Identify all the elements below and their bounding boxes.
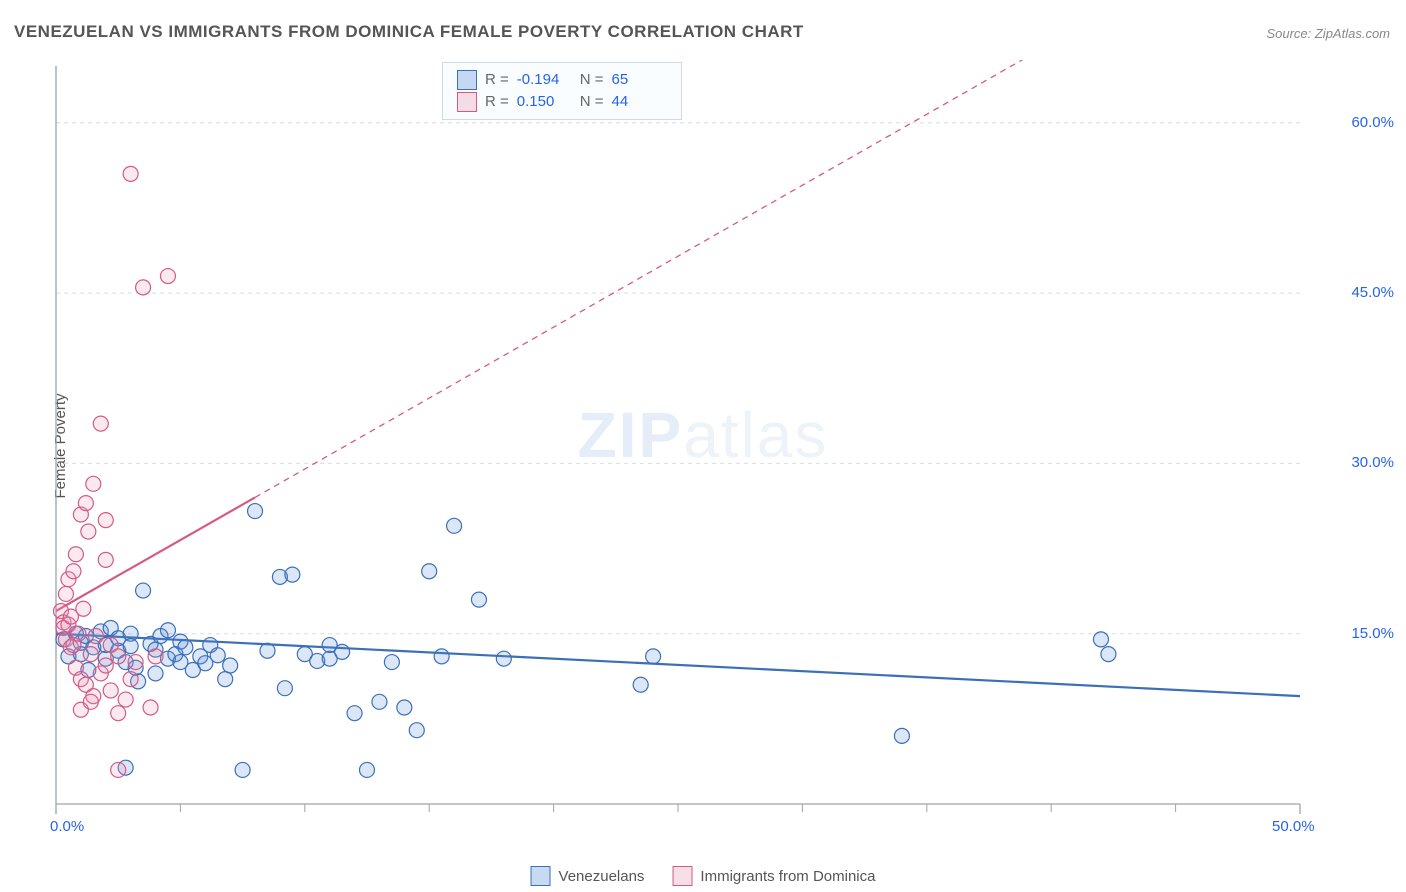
x-tick-label: 0.0% (50, 818, 84, 835)
r-label: R = (485, 69, 509, 91)
r-label: R = (485, 91, 509, 113)
n-value-0: 65 (612, 69, 667, 91)
legend-stats-row-0: R = -0.194 N = 65 (457, 69, 667, 91)
legend-stats-box: R = -0.194 N = 65 R = 0.150 N = 44 (442, 62, 682, 120)
swatch-venezuelans (457, 70, 477, 90)
r-value-0: -0.194 (517, 69, 572, 91)
n-label: N = (580, 91, 604, 113)
x-tick-label: 50.0% (1272, 818, 1315, 835)
swatch-dominica-icon (672, 866, 692, 886)
legend-label-1: Immigrants from Dominica (700, 868, 875, 885)
plot-area (50, 60, 1360, 840)
scatter-chart (50, 60, 1360, 840)
legend-series: Venezuelans Immigrants from Dominica (531, 866, 876, 886)
legend-label-0: Venezuelans (559, 868, 645, 885)
legend-item-dominica: Immigrants from Dominica (672, 866, 875, 886)
legend-stats-row-1: R = 0.150 N = 44 (457, 91, 667, 113)
swatch-venezuelans-icon (531, 866, 551, 886)
source-label: Source: ZipAtlas.com (1266, 26, 1390, 41)
y-tick-label: 30.0% (1351, 454, 1394, 471)
n-value-1: 44 (612, 91, 667, 113)
chart-title: VENEZUELAN VS IMMIGRANTS FROM DOMINICA F… (14, 22, 804, 42)
legend-item-venezuelans: Venezuelans (531, 866, 645, 886)
r-value-1: 0.150 (517, 91, 572, 113)
n-label: N = (580, 69, 604, 91)
y-tick-label: 60.0% (1351, 114, 1394, 131)
swatch-dominica (457, 92, 477, 112)
y-tick-label: 15.0% (1351, 625, 1394, 642)
y-tick-label: 45.0% (1351, 284, 1394, 301)
